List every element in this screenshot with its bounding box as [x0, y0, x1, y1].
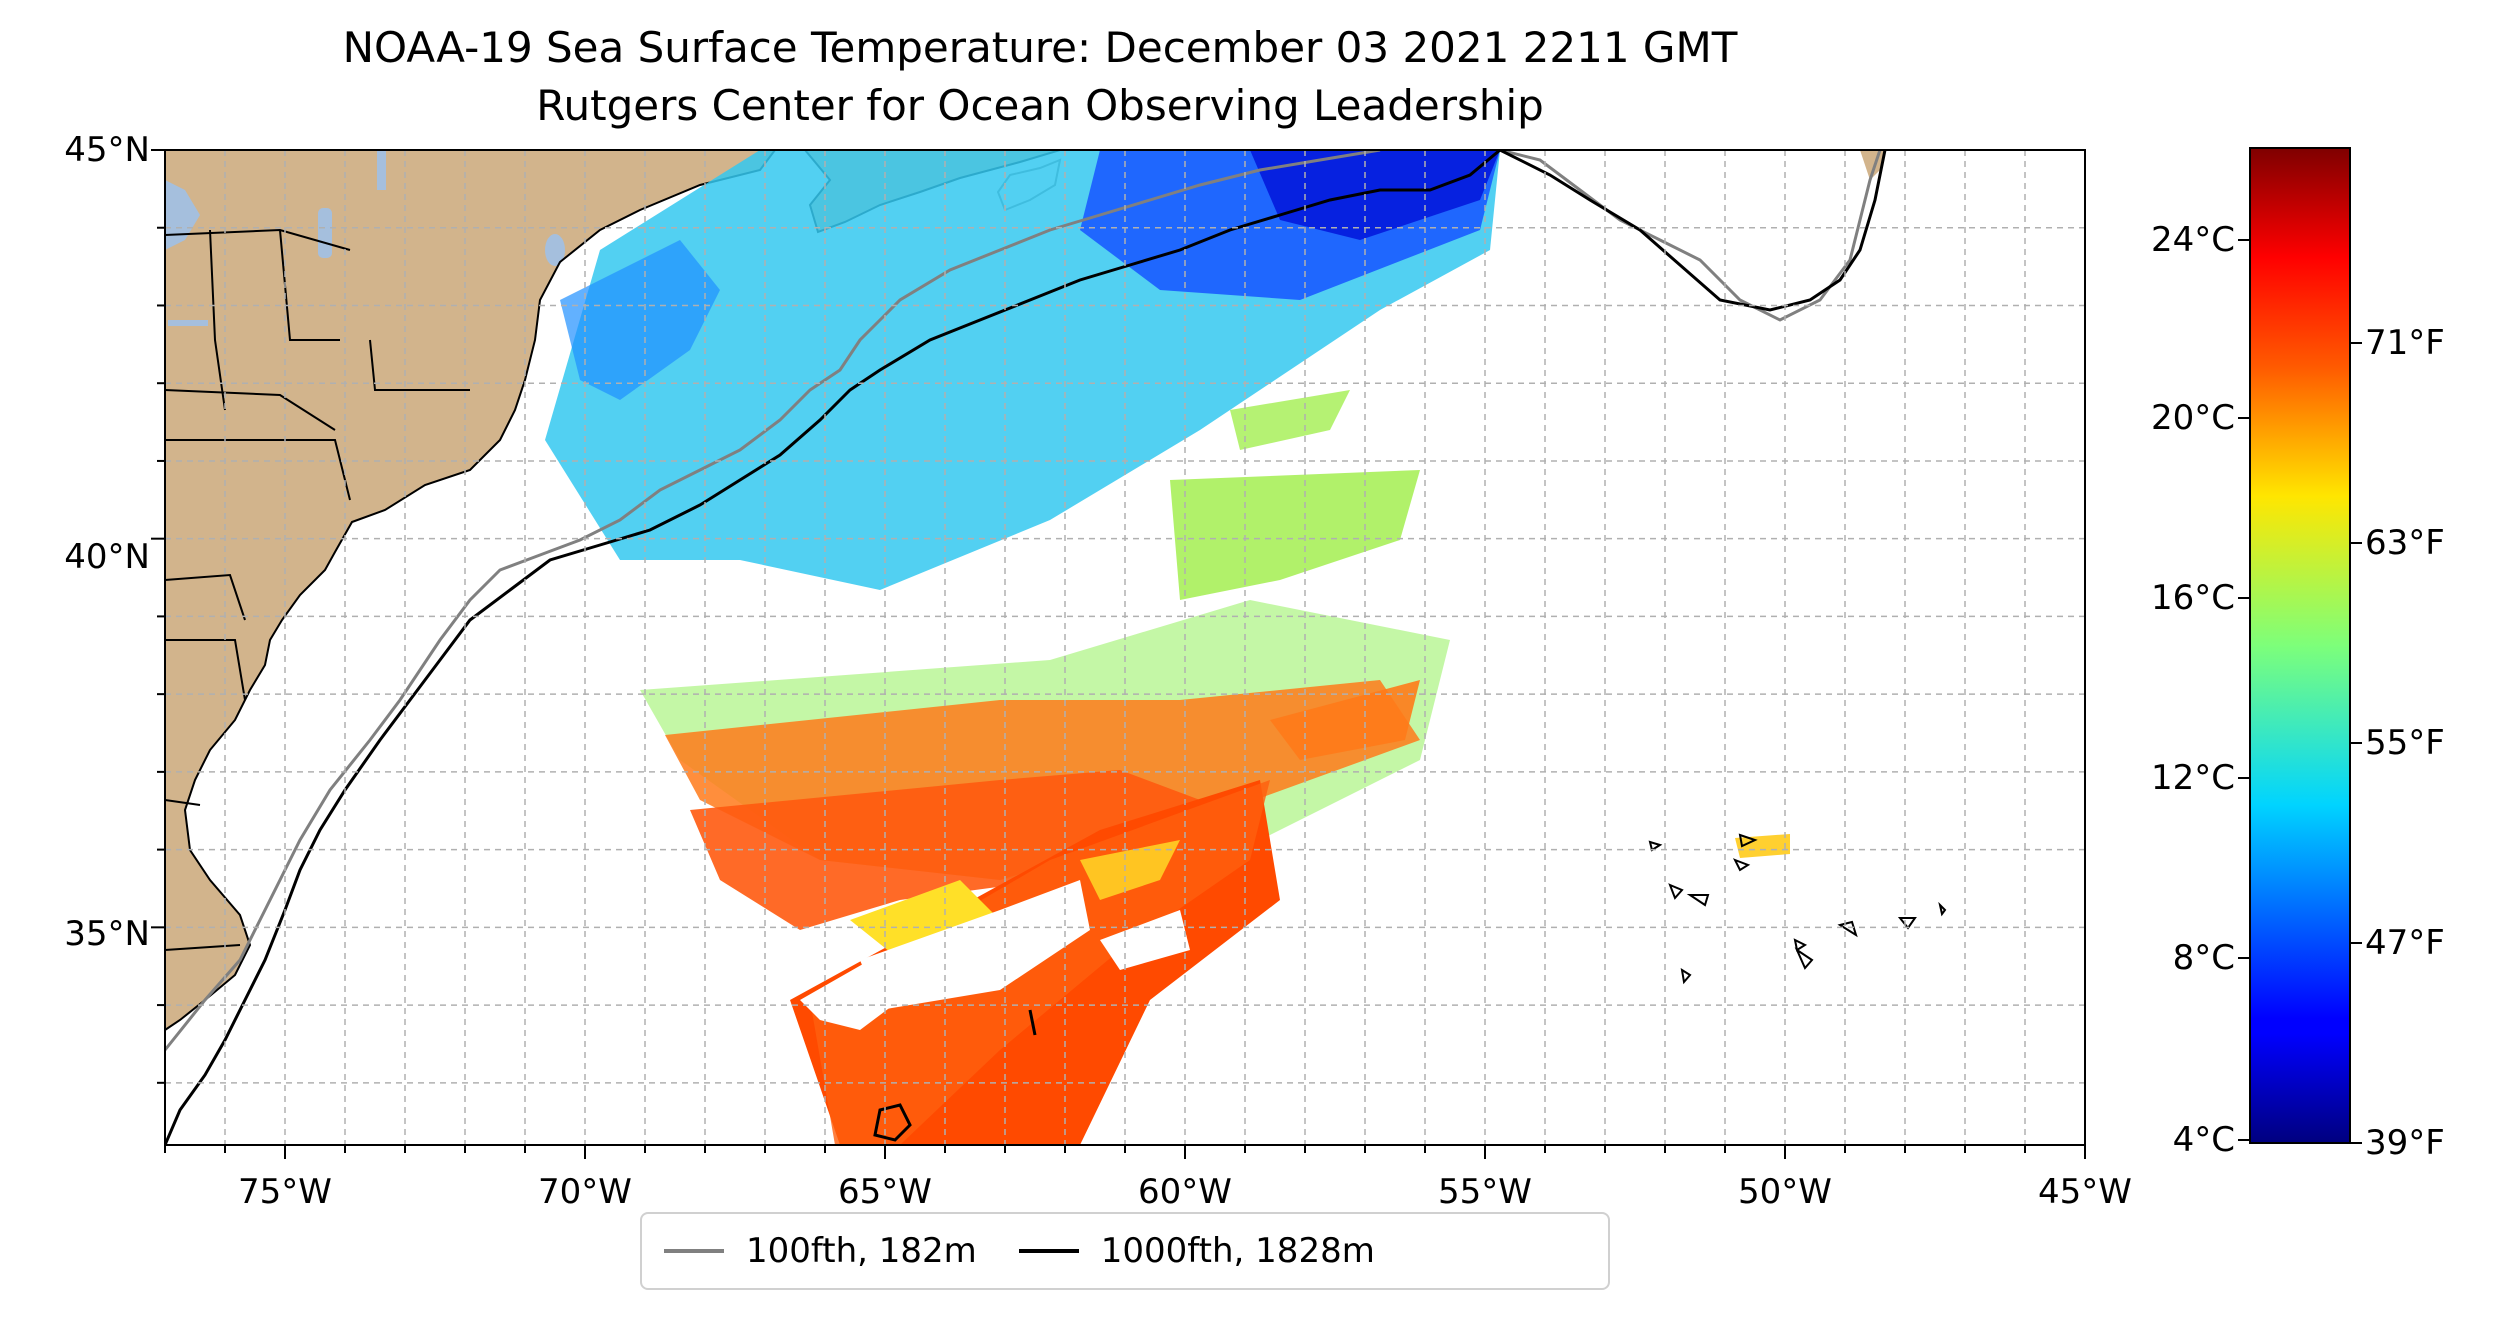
- lon-label-50w: 50°W: [1738, 1172, 1832, 1212]
- legend-swatch-gray-line: [664, 1249, 724, 1253]
- lon-label-55w: 55°W: [1438, 1172, 1532, 1212]
- colorbar: [2249, 147, 2351, 1144]
- map-subtitle: Rutgers Center for Ocean Observing Leade…: [536, 81, 1544, 130]
- lon-label-75w: 75°W: [238, 1172, 332, 1212]
- lakes: [165, 150, 565, 326]
- cb-label-71f: 71°F: [2365, 323, 2445, 363]
- cb-label-20c: 20°C: [2150, 398, 2235, 438]
- cb-label-4c: 4°C: [2172, 1120, 2235, 1160]
- cb-label-16c: 16°C: [2150, 578, 2235, 618]
- contour-100fth: [165, 150, 1882, 1051]
- state-borders: [165, 228, 470, 951]
- legend-label: 100fth, 182m: [746, 1231, 977, 1271]
- cb-label-47f: 47°F: [2365, 923, 2445, 963]
- legend-label: 1000fth, 1828m: [1100, 1231, 1375, 1271]
- axis-ticks: [151, 149, 2086, 1159]
- cb-label-12c: 12°C: [2150, 758, 2235, 798]
- legend-swatch-black-line: [1018, 1249, 1079, 1253]
- legend-entry-1000fth: 1000fth, 1828m: [1018, 1231, 1375, 1271]
- lat-label-35: 35°N: [64, 914, 150, 954]
- lon-label-45w: 45°W: [2038, 1172, 2132, 1212]
- contour-legend: 100fth, 182m 1000fth, 1828m: [640, 1212, 1610, 1290]
- cb-label-55f: 55°F: [2365, 723, 2445, 763]
- cb-label-8c: 8°C: [2172, 938, 2235, 978]
- colorbar-ticks: [2238, 239, 2362, 1144]
- map-title: NOAA-19 Sea Surface Temperature: Decembe…: [342, 23, 1738, 72]
- cb-label-24c: 24°C: [2150, 220, 2235, 260]
- lat-label-45: 45°N: [64, 130, 150, 170]
- lon-label-60w: 60°W: [1138, 1172, 1232, 1212]
- lat-label-40: 40°N: [64, 537, 150, 577]
- lon-label-70w: 70°W: [538, 1172, 632, 1212]
- sst-swath: [545, 150, 1790, 1145]
- lon-label-65w: 65°W: [838, 1172, 932, 1212]
- cb-label-63f: 63°F: [2365, 523, 2445, 563]
- legend-entry-100fth: 100fth, 182m: [664, 1231, 977, 1271]
- cb-label-39f: 39°F: [2365, 1123, 2445, 1163]
- coastline: [165, 150, 776, 1031]
